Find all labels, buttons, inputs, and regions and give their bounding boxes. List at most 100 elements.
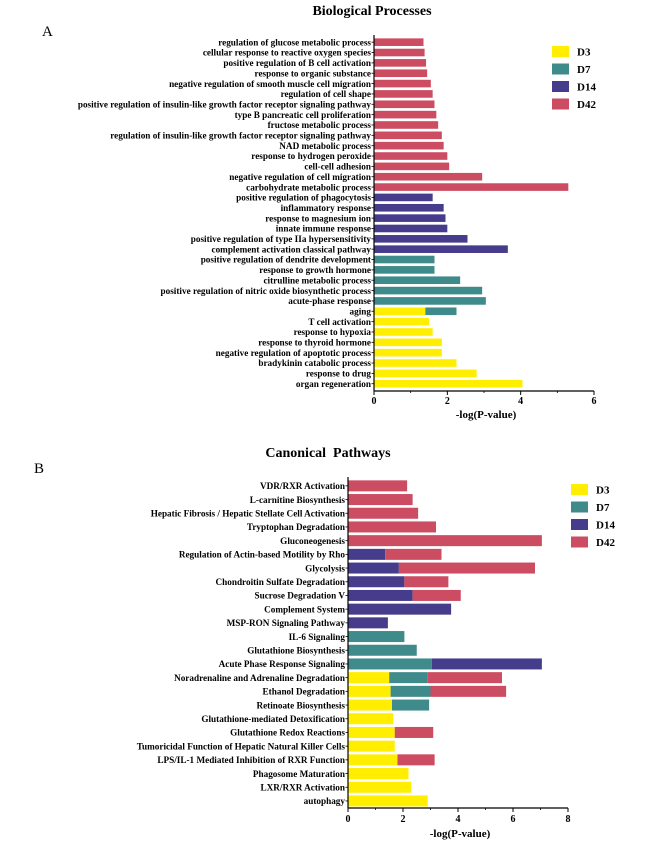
category-label: inflammatory response — [281, 203, 371, 213]
x-tick-label: 8 — [566, 814, 571, 825]
legend-label: D3 — [596, 485, 610, 497]
category-label: positive regulation of dendrite developm… — [201, 255, 372, 265]
bar-d42 — [348, 507, 419, 519]
category-label: carbohydrate metabolic process — [246, 182, 371, 192]
legend-swatch-d14 — [552, 81, 569, 92]
category-label: positive regulation of B cell activation — [223, 58, 371, 68]
category-label: L-carnitine Biosynthesis — [250, 495, 346, 505]
category-label: T cell activation — [308, 317, 371, 327]
legend-swatch-d3 — [571, 484, 588, 495]
bar-d7 — [390, 685, 431, 697]
bar-d42 — [374, 162, 450, 171]
category-label: NAD metabolic process — [279, 141, 371, 151]
legend-swatch-d42 — [571, 536, 588, 548]
bar-d14 — [348, 576, 405, 588]
bar-d14 — [374, 214, 446, 222]
bar-d42 — [374, 152, 448, 160]
bar-d42 — [385, 548, 442, 560]
bar-d3 — [374, 328, 433, 336]
bar-d14 — [374, 193, 433, 202]
bar-d42 — [374, 79, 431, 88]
category-label: innate immune response — [276, 224, 371, 234]
x-axis-label: -log(P-value) — [430, 828, 491, 840]
bar-d3 — [348, 685, 391, 697]
category-label: autophagy — [304, 796, 346, 806]
bar-d3 — [348, 768, 409, 780]
bar-d42 — [412, 589, 461, 601]
bar-d42 — [348, 521, 436, 533]
category-label: Sucrose Degradation V — [254, 591, 345, 601]
legend-swatch-d7 — [552, 63, 569, 75]
x-tick-label: 2 — [445, 396, 450, 407]
legend-swatch-d14 — [571, 519, 588, 530]
panel-letter: A — [42, 24, 53, 40]
x-tick-label: 4 — [456, 814, 461, 825]
category-label: negative regulation of apoptotic process — [216, 348, 372, 358]
bar-d7 — [348, 644, 417, 656]
category-label: positive regulation of type IIa hypersen… — [191, 234, 372, 244]
legend-label: D14 — [596, 520, 615, 532]
legend-label: D7 — [596, 502, 610, 514]
bar-d3 — [348, 699, 392, 711]
bar-d7 — [374, 286, 483, 295]
x-axis-label: -log(P-value) — [456, 409, 517, 421]
category-label: organ regeneration — [296, 379, 371, 389]
bar-d42 — [374, 110, 437, 119]
category-label: Phagosome Maturation — [253, 769, 345, 779]
bar-d7 — [425, 307, 457, 316]
category-label: response to drug — [306, 369, 372, 379]
x-tick-label: 2 — [401, 814, 406, 825]
category-label: LPS/IL-1 Mediated Inhibition of RXR Func… — [157, 755, 345, 765]
bar-d7 — [374, 276, 461, 285]
bar-d3 — [348, 754, 398, 766]
legend-label: D42 — [596, 537, 615, 549]
bar-d14 — [348, 603, 452, 615]
bar-d42 — [348, 535, 542, 547]
bar-d42 — [374, 59, 427, 67]
category-label: VDR/RXR Activation — [260, 481, 345, 491]
bar-d42 — [397, 754, 435, 766]
bar-d7 — [348, 658, 432, 670]
category-label: regulation of insulin-like growth factor… — [110, 131, 371, 141]
bar-d7 — [374, 297, 486, 305]
chart-title: Biological Processes — [312, 4, 432, 19]
bar-d14 — [374, 203, 444, 212]
category-label: response to magnesium ion — [265, 213, 371, 223]
bar-d3 — [374, 317, 429, 326]
category-label: response to hydrogen peroxide — [251, 151, 371, 161]
bar-d3 — [348, 713, 394, 725]
legend-label: D3 — [577, 47, 591, 59]
category-label: Hepatic Fibrosis / Hepatic Stellate Cell… — [151, 508, 345, 518]
bar-d14 — [348, 617, 388, 629]
category-label: positive regulation of phagocytosis — [236, 193, 371, 203]
bar-d3 — [348, 726, 395, 738]
category-label: positive regulation of nitric oxide bios… — [161, 286, 372, 296]
bar-d3 — [374, 369, 477, 378]
bar-d42 — [374, 38, 424, 46]
bar-d42 — [398, 562, 535, 574]
x-tick-label: 0 — [346, 814, 351, 825]
category-label: negative regulation of smooth muscle cel… — [169, 79, 371, 89]
category-label: aging — [350, 306, 372, 316]
bar-d14 — [348, 562, 399, 574]
bar-d14 — [431, 658, 542, 670]
bar-d3 — [348, 781, 412, 793]
category-label: Glutathione Biosynthesis — [247, 645, 345, 655]
category-label: Regulation of Actin-based Motility by Rh… — [179, 550, 346, 560]
bar-d42 — [374, 141, 444, 150]
category-label: type B pancreatic cell proliferation — [235, 110, 371, 120]
category-label: response to growth hormone — [259, 265, 371, 275]
category-label: fructose metabolic process — [268, 120, 372, 130]
legend-label: D42 — [577, 99, 596, 111]
category-label: Gluconeogenesis — [280, 536, 345, 546]
category-label: cell-cell adhesion — [304, 162, 371, 172]
category-label: Glycolysis — [305, 563, 345, 573]
chart-title: Canonical Pathways — [265, 446, 391, 461]
bar-d14 — [348, 589, 413, 601]
bar-d3 — [374, 348, 442, 357]
bar-d3 — [374, 307, 426, 316]
bar-d14 — [374, 245, 508, 253]
category-label: regulation of glucose metabolic process — [218, 37, 371, 47]
